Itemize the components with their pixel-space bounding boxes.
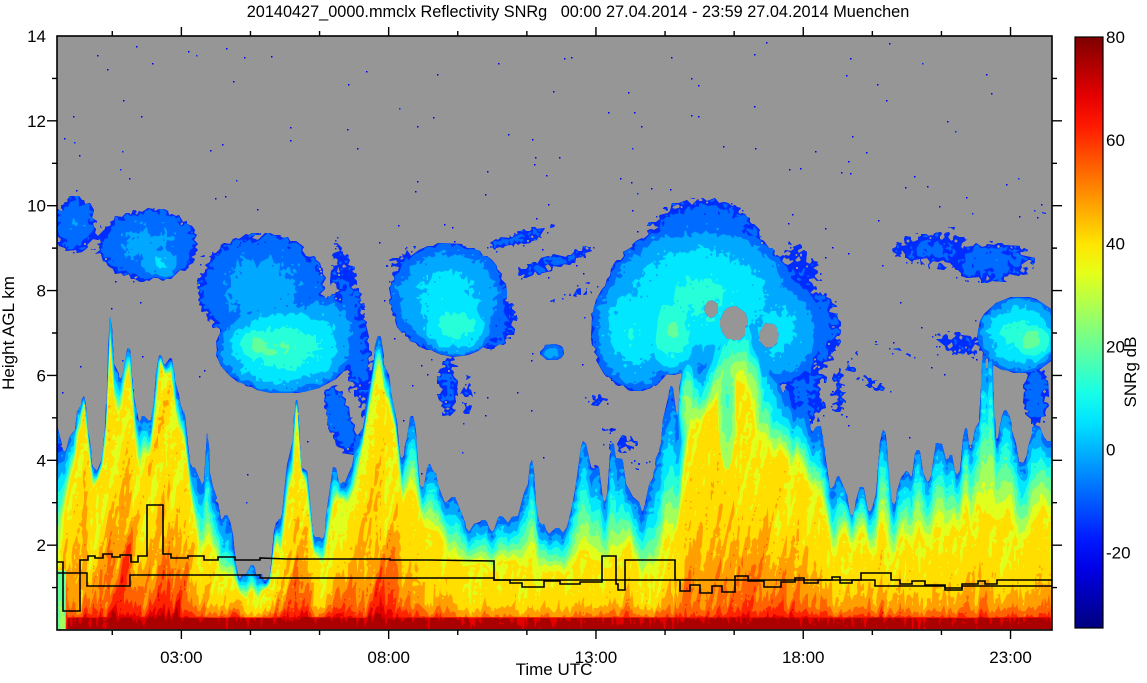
svg-text:4: 4 — [37, 451, 46, 470]
svg-text:14: 14 — [27, 27, 46, 46]
svg-text:40: 40 — [1106, 234, 1125, 253]
svg-text:13:00: 13:00 — [575, 648, 618, 667]
svg-text:10: 10 — [27, 197, 46, 216]
svg-text:Time UTC: Time UTC — [516, 660, 593, 678]
svg-text:-20: -20 — [1106, 544, 1131, 563]
svg-text:6: 6 — [37, 366, 46, 385]
svg-text:60: 60 — [1106, 131, 1125, 150]
svg-text:Height AGL km: Height AGL km — [0, 276, 18, 390]
svg-text:20140427_0000.mmclx Reflectivi: 20140427_0000.mmclx Reflectivity SNRg 00… — [247, 3, 910, 21]
svg-text:03:00: 03:00 — [160, 648, 203, 667]
svg-text:0: 0 — [1106, 441, 1115, 460]
svg-text:2: 2 — [37, 536, 46, 555]
svg-text:20: 20 — [1106, 337, 1125, 356]
svg-text:18:00: 18:00 — [782, 648, 825, 667]
svg-text:08:00: 08:00 — [367, 648, 410, 667]
svg-text:80: 80 — [1106, 28, 1125, 47]
svg-text:SNRg dB: SNRg dB — [1121, 337, 1140, 408]
svg-text:8: 8 — [37, 282, 46, 301]
svg-text:12: 12 — [27, 112, 46, 131]
svg-text:23:00: 23:00 — [989, 648, 1032, 667]
